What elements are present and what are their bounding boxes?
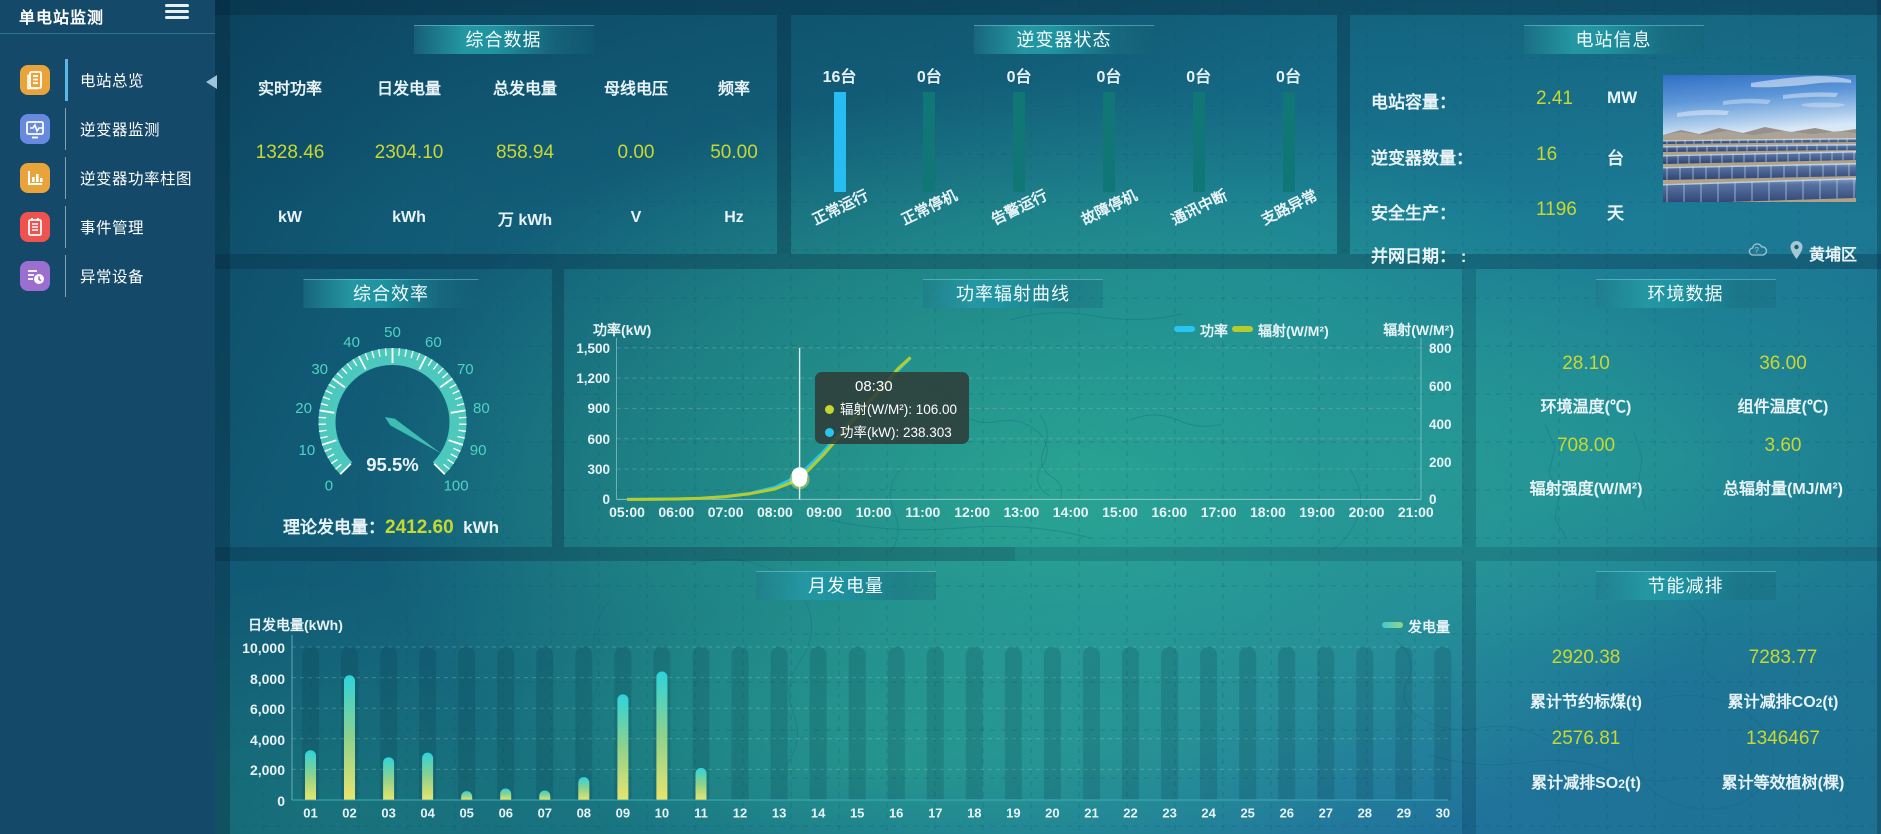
svg-text:70: 70 (457, 361, 474, 378)
svg-text:50: 50 (384, 324, 401, 341)
svg-text:40: 40 (343, 334, 360, 351)
svg-text:20: 20 (295, 400, 312, 417)
svg-text:90: 90 (470, 442, 487, 459)
svg-text:100: 100 (444, 478, 469, 495)
svg-text:0: 0 (325, 478, 333, 495)
svg-text:?: ? (1754, 246, 1759, 255)
svg-text:80: 80 (473, 400, 490, 417)
svg-text:60: 60 (425, 334, 442, 351)
svg-text:10: 10 (299, 442, 316, 459)
svg-text:30: 30 (311, 361, 328, 378)
